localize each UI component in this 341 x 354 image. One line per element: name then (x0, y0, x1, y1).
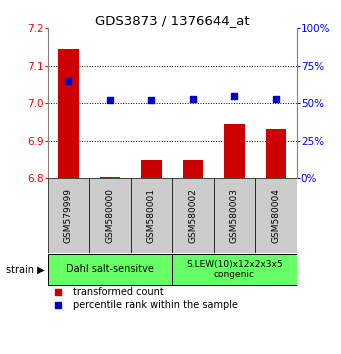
Text: GSM580004: GSM580004 (271, 188, 280, 243)
Text: percentile rank within the sample: percentile rank within the sample (73, 300, 238, 310)
Bar (131, 178, 172, 253)
Text: GSM580002: GSM580002 (189, 188, 197, 243)
Point (107, 97, 113, 103)
Bar (266, 130, 286, 178)
Bar (224, 124, 245, 178)
Bar (182, 160, 203, 178)
Point (232, 93, 237, 98)
Bar (172, 254, 297, 285)
Bar (214, 178, 255, 253)
Text: GSM580001: GSM580001 (147, 188, 156, 243)
Point (66, 78, 71, 84)
Bar (48, 178, 89, 253)
Text: strain ▶: strain ▶ (6, 264, 45, 274)
Bar (48, 254, 172, 285)
Point (55, 289, 60, 295)
Text: transformed count: transformed count (73, 287, 163, 297)
Bar (141, 160, 162, 178)
Point (149, 97, 154, 103)
Text: GSM580003: GSM580003 (230, 188, 239, 243)
Bar (255, 178, 297, 253)
Text: GSM580000: GSM580000 (105, 188, 115, 243)
Bar (100, 177, 120, 178)
Title: GDS3873 / 1376644_at: GDS3873 / 1376644_at (95, 14, 250, 27)
Bar (172, 178, 214, 253)
Text: Dahl salt-sensitve: Dahl salt-sensitve (66, 264, 154, 274)
Point (190, 96, 196, 102)
Point (273, 96, 279, 102)
Text: S.LEW(10)x12x2x3x5
congenic: S.LEW(10)x12x2x3x5 congenic (186, 260, 283, 279)
Bar (58, 49, 79, 178)
Point (55, 302, 60, 308)
Text: GSM579999: GSM579999 (64, 188, 73, 243)
Bar (89, 178, 131, 253)
